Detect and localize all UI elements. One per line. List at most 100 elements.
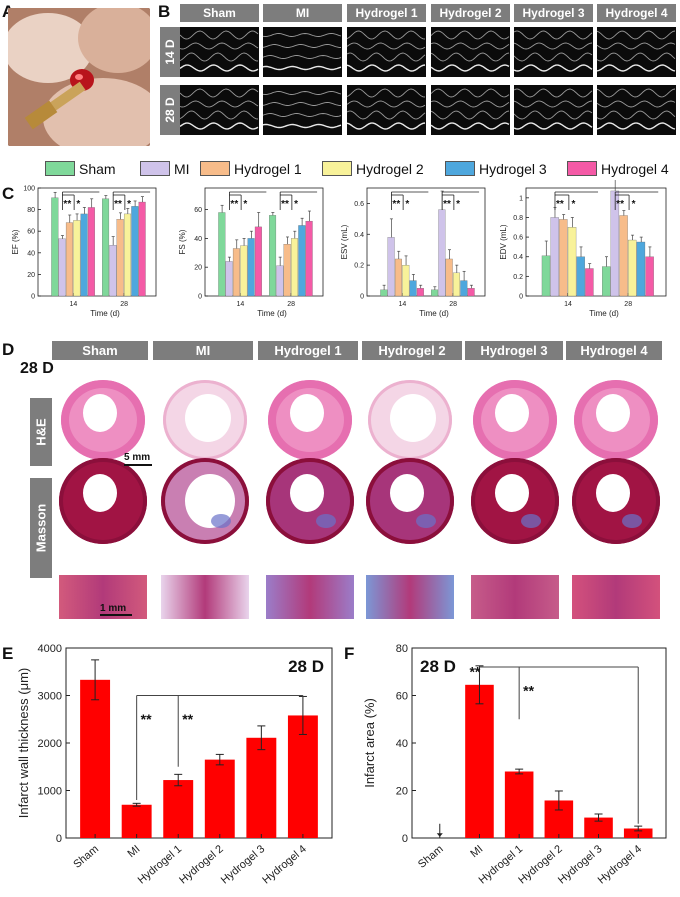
y-tick-label: 80 bbox=[396, 643, 408, 655]
histology-header: Hydrogel 2 bbox=[362, 341, 462, 360]
y-tick-label: 20 bbox=[27, 272, 35, 279]
m-mode-line bbox=[514, 88, 593, 98]
y-tick-label: 100 bbox=[23, 186, 35, 193]
x-axis-label: Time (d) bbox=[419, 309, 449, 318]
m-mode-line bbox=[431, 30, 510, 40]
legend-swatch bbox=[322, 161, 352, 176]
bar bbox=[623, 828, 653, 838]
bar bbox=[431, 289, 439, 297]
bar bbox=[445, 258, 453, 297]
he-section bbox=[368, 380, 452, 460]
bar bbox=[636, 241, 646, 297]
sig-label: * bbox=[632, 199, 636, 210]
legend-label: Hydrogel 4 bbox=[601, 161, 669, 177]
m-mode-line bbox=[180, 42, 259, 50]
x-tick-label: 14 bbox=[399, 301, 407, 308]
ventricle-cavity bbox=[185, 394, 231, 442]
bar bbox=[460, 280, 468, 297]
legend-item: Hydrogel 1 bbox=[200, 160, 302, 178]
ventricle-cavity bbox=[290, 394, 324, 432]
bar bbox=[559, 219, 568, 297]
m-mode-line bbox=[263, 113, 342, 117]
m-mode-line bbox=[431, 110, 510, 120]
legend-label: Hydrogel 2 bbox=[356, 161, 424, 177]
m-mode-line bbox=[180, 110, 259, 120]
bar bbox=[402, 264, 410, 297]
m-mode-image bbox=[514, 85, 593, 135]
x-tick-label: MI bbox=[468, 843, 485, 860]
bar bbox=[416, 288, 424, 297]
m-mode-line bbox=[597, 30, 676, 40]
y-axis-label: FS (%) bbox=[178, 229, 187, 254]
echo-row-label-text: 14 D bbox=[163, 39, 177, 65]
y-tick-label: 2000 bbox=[38, 738, 62, 750]
y-tick-label: 0 bbox=[360, 294, 364, 301]
m-mode-line bbox=[180, 52, 259, 62]
m-mode-line bbox=[263, 55, 342, 59]
sig-label: ** bbox=[182, 711, 193, 727]
m-mode-image bbox=[347, 27, 426, 77]
x-tick-label: Hydrogel 4 bbox=[596, 843, 644, 886]
y-tick-label: 20 bbox=[396, 786, 408, 798]
bar bbox=[567, 227, 577, 297]
sig-label: ** bbox=[392, 199, 400, 210]
legend-item: Hydrogel 2 bbox=[322, 160, 424, 178]
y-tick-label: 0.4 bbox=[354, 232, 364, 239]
m-mode-line bbox=[597, 100, 676, 108]
y-tick-label: 0 bbox=[402, 833, 408, 845]
x-axis-label: Time (d) bbox=[90, 309, 120, 318]
y-tick-label: 60 bbox=[396, 691, 408, 703]
panel-letter-e: E bbox=[2, 644, 14, 663]
m-mode-line bbox=[263, 33, 342, 37]
x-tick-label: 14 bbox=[237, 301, 245, 308]
y-axis-label: EDV (mL) bbox=[499, 224, 508, 259]
y-tick-label: 0.4 bbox=[513, 254, 523, 261]
x-tick-label: Hydrogel 1 bbox=[136, 843, 184, 886]
x-axis-label: Time (d) bbox=[589, 309, 619, 318]
bar bbox=[269, 215, 277, 297]
m-mode-trace bbox=[180, 30, 259, 72]
y-tick-label: 0.6 bbox=[354, 201, 364, 208]
bar bbox=[123, 213, 132, 297]
y-tick-label: 0.6 bbox=[513, 235, 523, 242]
echo-row-label-text: 28 D bbox=[163, 97, 177, 123]
ventricle-cavity bbox=[83, 474, 117, 512]
legend-swatch bbox=[567, 161, 597, 176]
y-tick-label: 0.2 bbox=[513, 274, 523, 281]
echo-header: Hydrogel 4 bbox=[597, 4, 676, 22]
bar bbox=[65, 222, 73, 297]
he-section bbox=[268, 380, 352, 460]
x-tick-label: MI bbox=[125, 843, 142, 860]
bar bbox=[576, 256, 585, 297]
m-mode-line bbox=[347, 30, 426, 40]
scale-bar-label: 1 mm bbox=[100, 603, 127, 614]
ventricle-cavity bbox=[83, 394, 117, 432]
m-mode-image bbox=[514, 27, 593, 77]
histology-header: Hydrogel 1 bbox=[258, 341, 358, 360]
y-tick-label: 0 bbox=[198, 294, 202, 301]
bar bbox=[305, 220, 313, 297]
stain-label: H&E bbox=[30, 398, 52, 466]
m-mode-image bbox=[263, 85, 342, 135]
ventricle-cavity bbox=[495, 474, 529, 512]
bar bbox=[550, 217, 559, 297]
histology-header: MI bbox=[153, 341, 253, 360]
zoom-inset bbox=[59, 575, 147, 619]
legend-label: Hydrogel 3 bbox=[479, 161, 547, 177]
legend-swatch bbox=[445, 161, 475, 176]
bar bbox=[387, 237, 395, 297]
m-mode-trace bbox=[597, 30, 676, 72]
bar bbox=[283, 244, 291, 297]
bar bbox=[102, 198, 110, 297]
m-mode-line bbox=[514, 110, 593, 120]
m-mode-line bbox=[514, 122, 593, 130]
x-tick-label: 28 bbox=[624, 301, 632, 308]
echo-row-label: 28 D bbox=[160, 85, 180, 135]
x-tick-label: Hydrogel 3 bbox=[219, 843, 267, 886]
y-axis-label: Infarct wall thickness (μm) bbox=[16, 668, 31, 819]
histology-header: Hydrogel 4 bbox=[566, 341, 662, 360]
x-axis-label: Time (d) bbox=[257, 309, 287, 318]
echo-header: Sham bbox=[180, 4, 259, 22]
bar bbox=[380, 289, 388, 297]
y-tick-label: 60 bbox=[194, 207, 202, 214]
